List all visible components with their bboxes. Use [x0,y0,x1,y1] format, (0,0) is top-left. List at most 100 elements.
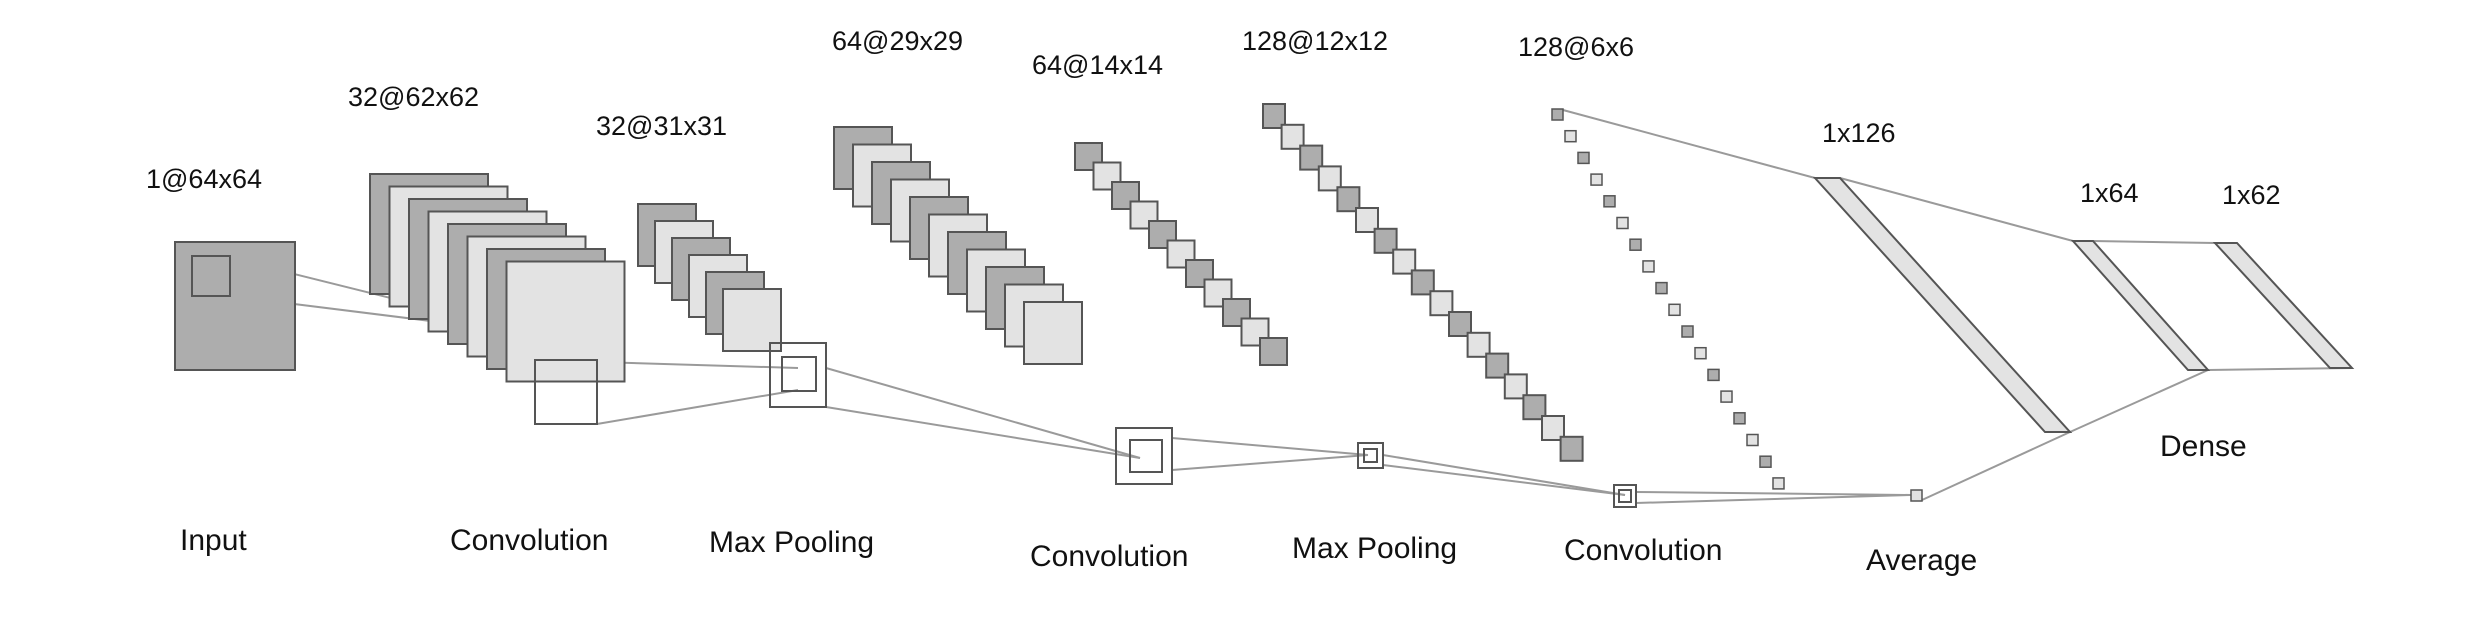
connector-line [1562,109,1816,179]
conv2-feature-map [1023,301,1083,365]
conv4-feature-map [1655,281,1668,295]
connector-line [825,367,1141,459]
conv3-feature-map [1503,373,1528,400]
conv3-feature-map [1355,207,1379,233]
pool2-feature-map [1074,142,1103,171]
dense1-vector [2070,240,2211,371]
conv3-feature-map [1373,227,1398,254]
conv4-feature-map [1564,129,1577,143]
pool2-dimension-label: 64@14x14 [1032,50,1163,80]
connector-line [825,406,1141,459]
pool1-stack [637,203,782,352]
connector-line [1921,431,2071,501]
conv3-feature-map [1317,165,1342,192]
conv4-feature-map [1720,390,1733,403]
conv4-feature-map [1603,195,1616,208]
conv3-feature-map [1280,123,1305,150]
connector-line [1382,464,1626,496]
conv2-stack [833,126,1083,365]
pool2-feature-map [1111,181,1140,210]
pool2-stage-label: Max Pooling [1292,532,1457,565]
connector-line [1839,177,2074,242]
pool2-feature-map [1185,259,1214,288]
conv1-pool-window [534,359,598,425]
conv4-stack [1551,108,1785,490]
layer-stacks [174,103,2355,508]
dense-stage-label: Dense [2160,430,2247,463]
conv4-feature-map [1772,477,1785,490]
flat-vector [1812,177,2073,433]
average-stage-label: Average [1866,544,1977,577]
conv3-feature-map [1429,290,1454,317]
conv3-feature-map [1410,269,1435,296]
input-stage-label: Input [180,524,247,557]
conv1-stage-label: Convolution [450,524,608,557]
connector-line [596,361,799,369]
pool1-feature-map [722,288,782,352]
average-node [1910,489,1923,502]
connector-line [1171,454,1369,471]
conv4-feature-map [1551,108,1564,121]
dense2-dimension-label: 1x62 [2222,180,2281,210]
conv3-stack [1262,103,1584,462]
pool1-stage-label: Max Pooling [709,526,874,559]
conv3-feature-map [1262,103,1286,129]
conv3-feature-map [1299,144,1324,171]
conv2-pool-window-inner [1129,439,1163,473]
pool2-kernel-window-outer [1357,442,1384,469]
conv3-pool-window-inner [1618,489,1632,503]
conv3-feature-map [1559,435,1584,462]
pool2-feature-map [1259,337,1288,366]
conv3-feature-map [1522,394,1547,421]
flat-dimension-label: 1x126 [1822,118,1896,148]
pool2-stack [1074,142,1288,366]
conv2-stage-label: Convolution [1030,540,1188,573]
connector-line [2092,240,2216,244]
pool2-feature-map [1203,278,1233,308]
input-image [174,241,296,371]
conv1-stack [369,173,626,383]
conv4-feature-map [1668,303,1681,317]
conv4-feature-map [1642,260,1655,273]
connector-line [2207,367,2353,371]
conv2-dimension-label: 64@29x29 [832,26,963,56]
pool1-dimension-label: 32@31x31 [596,111,727,141]
conv4-feature-map [1629,238,1642,251]
connector-line [1382,454,1626,496]
conv3-feature-map [1485,352,1510,379]
pool1-kernel-window-outer [769,342,827,408]
dense2-vector [2212,242,2355,369]
conv4-feature-map [1707,368,1720,382]
conv4-feature-map [1590,173,1603,186]
conv4-feature-map [1759,455,1772,468]
connector-line [1635,491,1912,496]
pool2-kernel-window-inner [1363,448,1378,463]
input-kernel-window [191,255,231,297]
conv1-dimension-label: 32@62x62 [348,82,479,112]
conv3-stage-label: Convolution [1564,534,1722,567]
input-dimension-label: 1@64x64 [146,164,262,194]
conv4-feature-map [1694,346,1707,360]
dense1-dimension-label: 1x64 [2080,178,2139,208]
conv4-feature-map [1577,151,1590,165]
connector-line [2069,369,2209,433]
conv4-feature-map [1681,325,1694,338]
connector-line [1171,437,1369,456]
conv2-pool-window-outer [1115,427,1173,485]
conv3-feature-map [1392,248,1417,275]
conv3-feature-map [1541,415,1565,441]
conv4-feature-map [1746,433,1759,447]
conv3-dimension-label: 128@12x12 [1242,26,1388,56]
connector-line [1635,494,1912,504]
conv4-feature-map [1733,412,1746,425]
pool1-kernel-window-inner [781,356,817,392]
conv3-feature-map [1448,311,1472,337]
conv4-feature-map [1616,216,1629,230]
conv3-feature-map [1336,186,1361,213]
conv3-pool-window-outer [1613,484,1637,508]
conv3-feature-map [1466,331,1491,358]
connector-line [596,389,799,425]
conv1-feature-map [505,260,626,383]
